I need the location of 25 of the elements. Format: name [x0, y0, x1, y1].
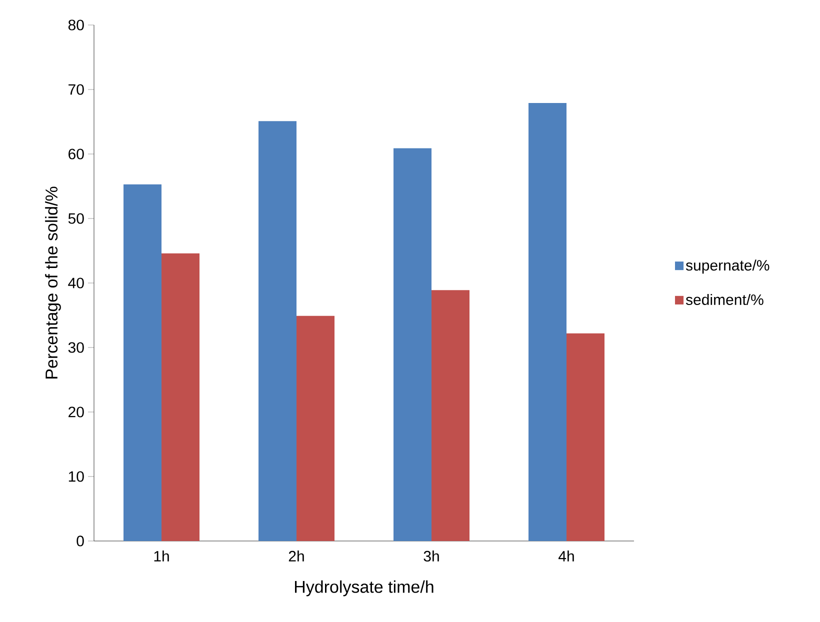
y-tick-label: 70 — [68, 84, 84, 95]
x-axis-title: Hydrolysate time/h — [295, 580, 434, 596]
y-tick-label: 20 — [68, 406, 84, 418]
bar — [296, 316, 334, 541]
x-tick-label: 3h — [424, 550, 439, 562]
y-tick-label: 40 — [68, 278, 84, 288]
y-tick-label: 30 — [68, 342, 84, 353]
bar — [394, 148, 432, 541]
x-tick-label: 2h — [288, 550, 304, 562]
legend-label: sediment/% — [686, 294, 764, 306]
y-tick-label: 50 — [68, 213, 84, 224]
bar — [124, 184, 162, 541]
bar — [162, 253, 200, 541]
x-tick-label: 1h — [154, 550, 169, 562]
bar — [432, 290, 470, 541]
y-tick-label: 60 — [68, 148, 84, 160]
bar — [528, 103, 566, 541]
legend-label: supernate/% — [686, 260, 770, 274]
y-axis-title: Percentage of the solid/% — [45, 186, 61, 378]
y-tick-label: 80 — [68, 20, 84, 30]
bar — [258, 121, 296, 541]
y-tick-label: 10 — [68, 471, 84, 482]
x-tick-label: 4h — [558, 550, 574, 562]
bar — [566, 333, 604, 541]
y-tick-label: 0 — [76, 536, 84, 546]
